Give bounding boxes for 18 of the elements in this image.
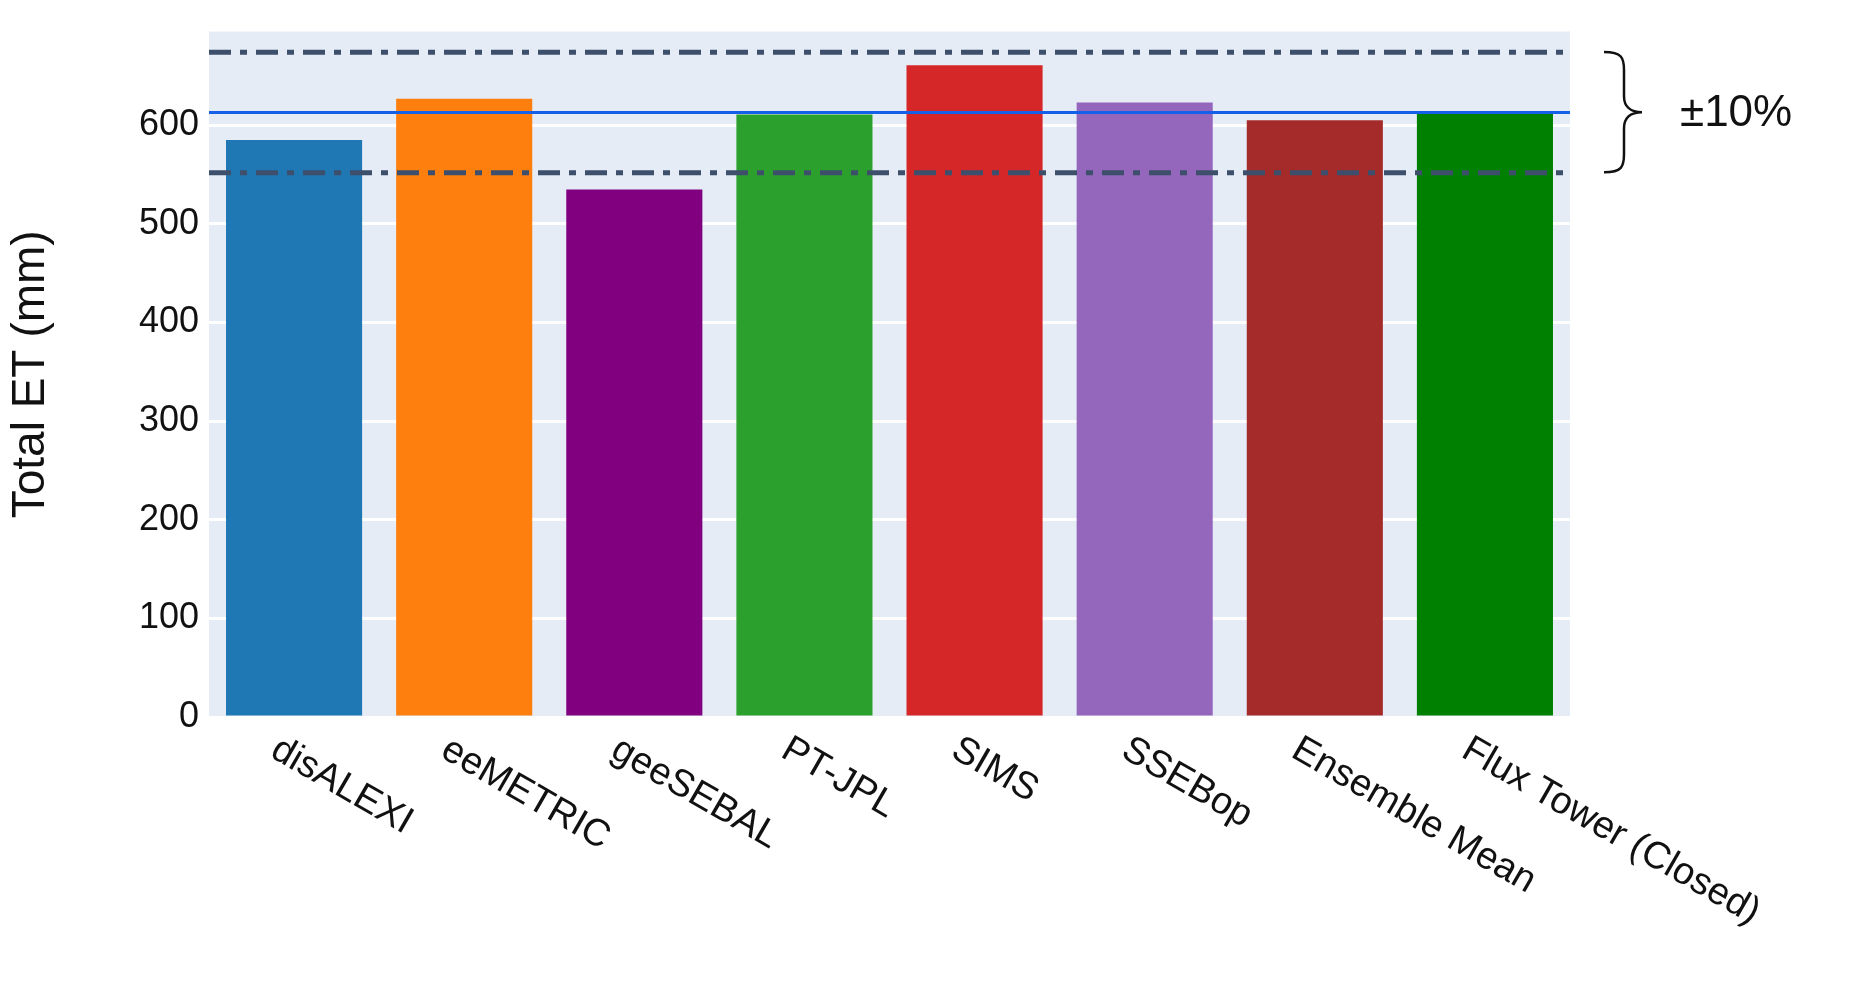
bar	[566, 189, 703, 716]
bar	[226, 140, 363, 716]
bar	[1076, 102, 1213, 716]
y-tick-label: 300	[138, 398, 199, 440]
x-tick-label: SIMS	[945, 726, 1047, 810]
y-tick-label: 400	[138, 299, 199, 341]
bar	[1416, 112, 1553, 716]
bar	[906, 65, 1043, 716]
bar	[736, 114, 873, 716]
y-tick-label: 0	[178, 693, 199, 735]
y-tick-label: 200	[138, 496, 199, 538]
y-tick-label: 600	[138, 102, 199, 144]
y-tick-label: 100	[138, 595, 199, 637]
text: ±10%	[1680, 86, 1793, 137]
bar	[396, 98, 533, 716]
y-tick-label: 500	[138, 200, 199, 242]
bar	[1246, 120, 1383, 716]
y-axis-title: Total ET (mm)	[2, 230, 55, 519]
